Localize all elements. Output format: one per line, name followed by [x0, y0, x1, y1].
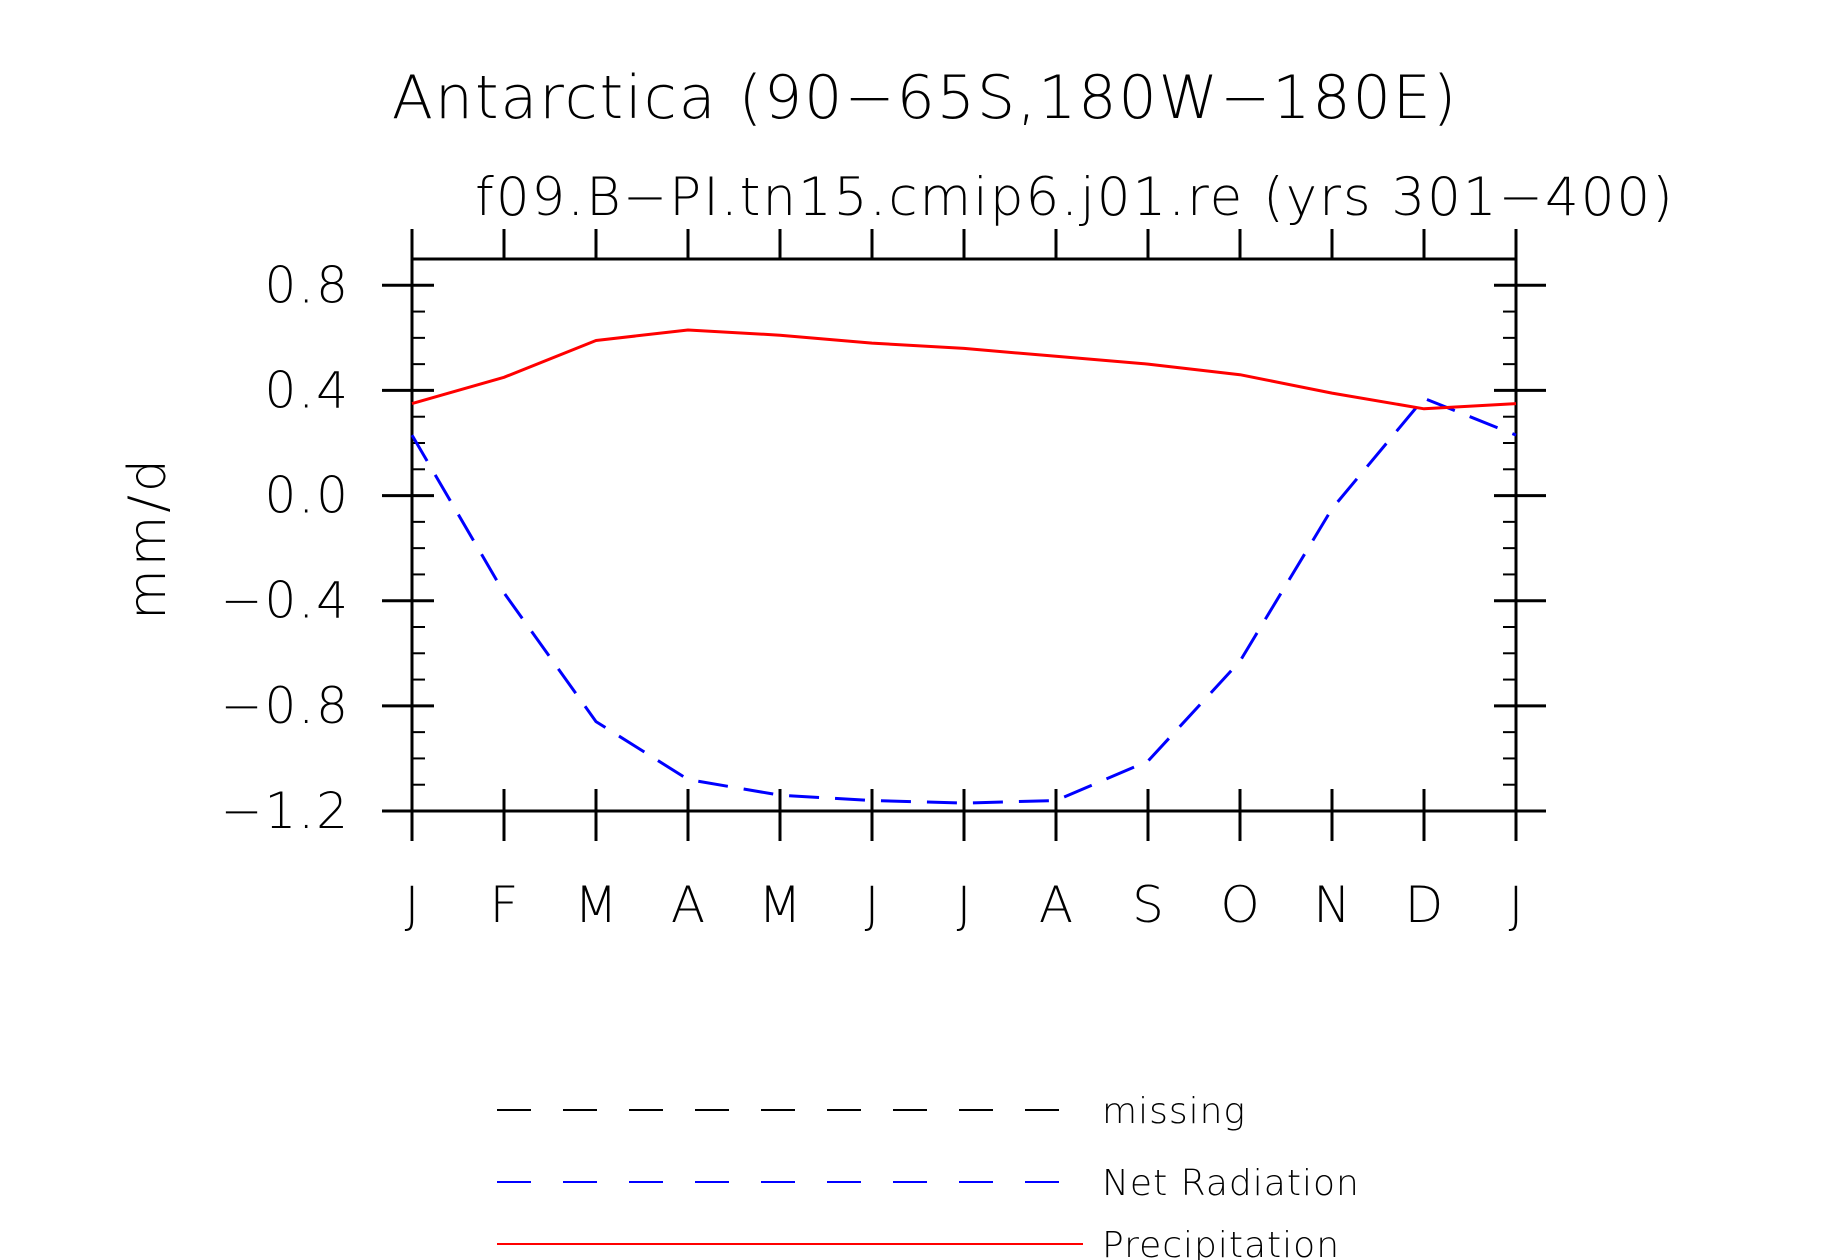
plot-area [410, 257, 1518, 813]
x-tick-label: N [1313, 876, 1350, 934]
legend-label: Net Radiation [1102, 1163, 1360, 1204]
x-tick-label: F [490, 876, 519, 934]
x-tick-label: A [671, 876, 705, 934]
y-axis-label: mm/d [118, 456, 178, 620]
series-line-net-radiation [410, 396, 1517, 805]
x-tick-label: M [574, 876, 617, 934]
y-tick-label: 0.8 [264, 256, 350, 314]
y-tick-label: −0.4 [221, 572, 350, 630]
x-tick-label: J [1509, 876, 1524, 934]
series-layer [410, 328, 1517, 805]
x-tick-label: J [957, 876, 972, 934]
legend: missing Net Radiation Precipitation [497, 1091, 1360, 1260]
y-tick-label: −1.2 [221, 782, 350, 840]
y-tick-label: −0.8 [221, 677, 350, 735]
legend-label: missing [1102, 1091, 1246, 1132]
chart-title: Antarctica (90−65S,180W−180E) [392, 63, 1458, 133]
y-axis: 0.8 0.4 0.0 −0.4 −0.8 −1.2 [221, 256, 1546, 840]
y-tick-label: 0.4 [264, 361, 350, 419]
plot-frame [410, 257, 1518, 813]
x-tick-label: S [1132, 876, 1164, 934]
x-tick-label: J [405, 876, 420, 934]
chart-subtitle: f09.B−PI.tn15.cmip6.j01.re (yrs 301−400) [475, 167, 1675, 228]
x-tick-label: M [758, 876, 801, 934]
x-tick-label: D [1405, 876, 1444, 934]
series-line-precipitation [411, 328, 1517, 411]
y-tick-label: 0.0 [264, 467, 350, 525]
legend-label: Precipitation [1102, 1225, 1340, 1260]
x-tick-label: O [1220, 876, 1259, 934]
x-tick-label: A [1039, 876, 1073, 934]
x-tick-label: J [865, 876, 880, 934]
